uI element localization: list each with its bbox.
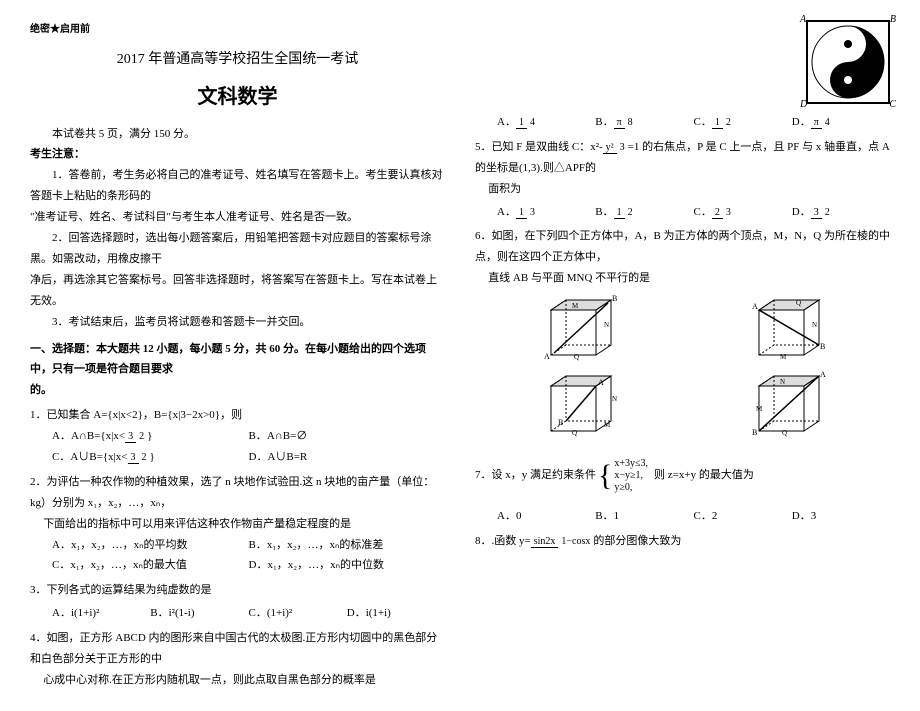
subject-title: 文科数学: [30, 78, 445, 116]
svg-text:A: A: [544, 352, 550, 361]
q2-opt-a: A．x₁，x₂，…，xₙ的平均数: [52, 535, 249, 556]
notice-2a: 2．回答选择题时，选出每小题答案后，用铅笔把答题卡对应题目的答案标号涂黑。如需改…: [30, 228, 445, 270]
q1-opt-a: A．A∩B={x|x<32}: [52, 426, 249, 447]
svg-text:N: N: [612, 395, 617, 403]
q3-opt-b: B．i²(1-i): [150, 603, 248, 624]
cube-c: A B Q M N: [536, 371, 621, 441]
q6-cubes-row2: A B Q M N A B N M Q: [475, 371, 890, 441]
notice-1b: "准考证号、姓名、考试科目"与考生本人准考证号、姓名是否一致。: [30, 207, 445, 228]
cube-a: A B M N Q: [536, 295, 621, 365]
notice-2b: 净后，再选涂其它答案标号。回答非选择题时，将答案写在答题卡上。写在本试卷上无效。: [30, 270, 445, 312]
svg-text:B: B: [820, 342, 825, 351]
q4-opt-a: A．14: [497, 112, 595, 133]
q5-opt-a: A．13: [497, 202, 595, 223]
q4-stem: 4．如图，正方形 ABCD 内的图形来自中国古代的太极图.正方形内切圆中的黑色部…: [30, 628, 445, 670]
secret-label: 绝密★启用前: [30, 20, 445, 39]
q3-opt-c: C．(1+i)²: [249, 603, 347, 624]
q4-stem2: 心成中心对称.在正方形内随机取一点，则此点取自黑色部分的概率是: [43, 670, 445, 691]
svg-text:B: B: [752, 428, 757, 437]
q5-opt-d: D．32: [792, 202, 890, 223]
svg-text:N: N: [604, 321, 609, 329]
taiji-label-d: D: [800, 95, 807, 114]
q4-opt-d: D．π4: [792, 112, 890, 133]
q4-opt-b: B．π8: [595, 112, 693, 133]
q6-cubes-row1: A B M N Q A B M N Q: [475, 295, 890, 365]
notice-3: 3．考试结束后，监考员将试题卷和答题卡一并交回。: [30, 312, 445, 333]
q1-stem: 1．已知集合 A={x|x<2}，B={x|3−2x>0}，则: [30, 405, 445, 426]
notice-label: 考生注意：: [30, 144, 445, 165]
q1-opt-d: D．A∪B=R: [249, 447, 446, 468]
svg-text:M: M: [780, 353, 787, 361]
q8-stem: 8．.函数 y=sin2x1−cosx的部分图像大致为: [475, 531, 890, 552]
q7-opt-b: B．1: [595, 506, 693, 527]
svg-text:M: M: [604, 421, 611, 429]
q7-opt-d: D．3: [792, 506, 890, 527]
paper-info: 本试卷共 5 页，满分 150 分。: [30, 124, 445, 145]
q6-stem2: 直线 AB 与平面 MNQ 不平行的是: [488, 268, 890, 289]
svg-text:Q: Q: [796, 299, 801, 307]
exam-title: 2017 年普通高等学校招生全国统一考试: [30, 47, 445, 74]
svg-text:N: N: [780, 378, 785, 386]
svg-text:M: M: [756, 405, 763, 413]
q6-stem: 6．如图，在下列四个正方体中，A，B 为正方体的两个顶点，M，N，Q 为所在棱的…: [475, 226, 890, 268]
q3-opt-d: D．i(1+i): [347, 603, 445, 624]
taiji-label-a: A: [800, 10, 806, 29]
q5-stem2: 面积为: [488, 179, 890, 200]
taiji-figure: A B C D: [806, 20, 890, 104]
svg-text:B: B: [612, 295, 617, 303]
q5-stem: 5．已知 F 是双曲线 C：x²-y²3=1 的右焦点，P 是 C 上一点，且 …: [475, 137, 890, 179]
q1-opt-b: B．A∩B=∅: [249, 426, 446, 447]
section1-heading2: 的。: [30, 380, 445, 401]
svg-text:A: A: [598, 378, 604, 387]
q7-opt-c: C．2: [694, 506, 792, 527]
q2-opt-b: B．x₁，x₂，…，xₙ的标准差: [249, 535, 446, 556]
q2-stem: 2．为评估一种农作物的种植效果，选了 n 块地作试验田.这 n 块地的亩产量（单…: [30, 472, 445, 514]
q3-stem: 3．下列各式的运算结果为纯虚数的是: [30, 580, 445, 601]
svg-text:N: N: [812, 321, 817, 329]
q5-opt-b: B．12: [595, 202, 693, 223]
svg-text:Q: Q: [782, 429, 787, 437]
cube-b: A B M N Q: [744, 295, 829, 365]
q3-opt-a: A．i(1+i)²: [52, 603, 150, 624]
q2-stem2: 下面给出的指标中可以用来评估这种农作物亩产量稳定程度的是: [43, 514, 445, 535]
svg-text:Q: Q: [574, 353, 579, 361]
cube-d: A B N M Q: [744, 371, 829, 441]
svg-text:Q: Q: [572, 429, 577, 437]
q2-opt-d: D．x₁，x₂，…，xₙ的中位数: [249, 555, 446, 576]
svg-text:M: M: [572, 302, 579, 310]
taiji-label-c: C: [889, 95, 896, 114]
q7-stem: 7．设 x，y 满足约束条件 { x+3y≤3, x−y≥1, y≥0, 则 z…: [475, 447, 890, 504]
svg-text:A: A: [752, 302, 758, 311]
q7-opt-a: A．0: [497, 506, 595, 527]
q2-opt-c: C．x₁，x₂，…，xₙ的最大值: [52, 555, 249, 576]
notice-1a: 1．答卷前，考生务必将自己的准考证号、姓名填写在答题卡上。考生要认真核对答题卡上…: [30, 165, 445, 207]
svg-text:A: A: [820, 371, 826, 379]
q5-opt-c: C．23: [694, 202, 792, 223]
section1-heading: 一、选择题：本大题共 12 小题，每小题 5 分，共 60 分。在每小题给出的四…: [30, 339, 445, 381]
taiji-label-b: B: [890, 10, 896, 29]
q4-opt-c: C．12: [694, 112, 792, 133]
svg-text:B: B: [558, 418, 563, 427]
q1-opt-c: C．A∪B={x|x<32}: [52, 447, 249, 468]
